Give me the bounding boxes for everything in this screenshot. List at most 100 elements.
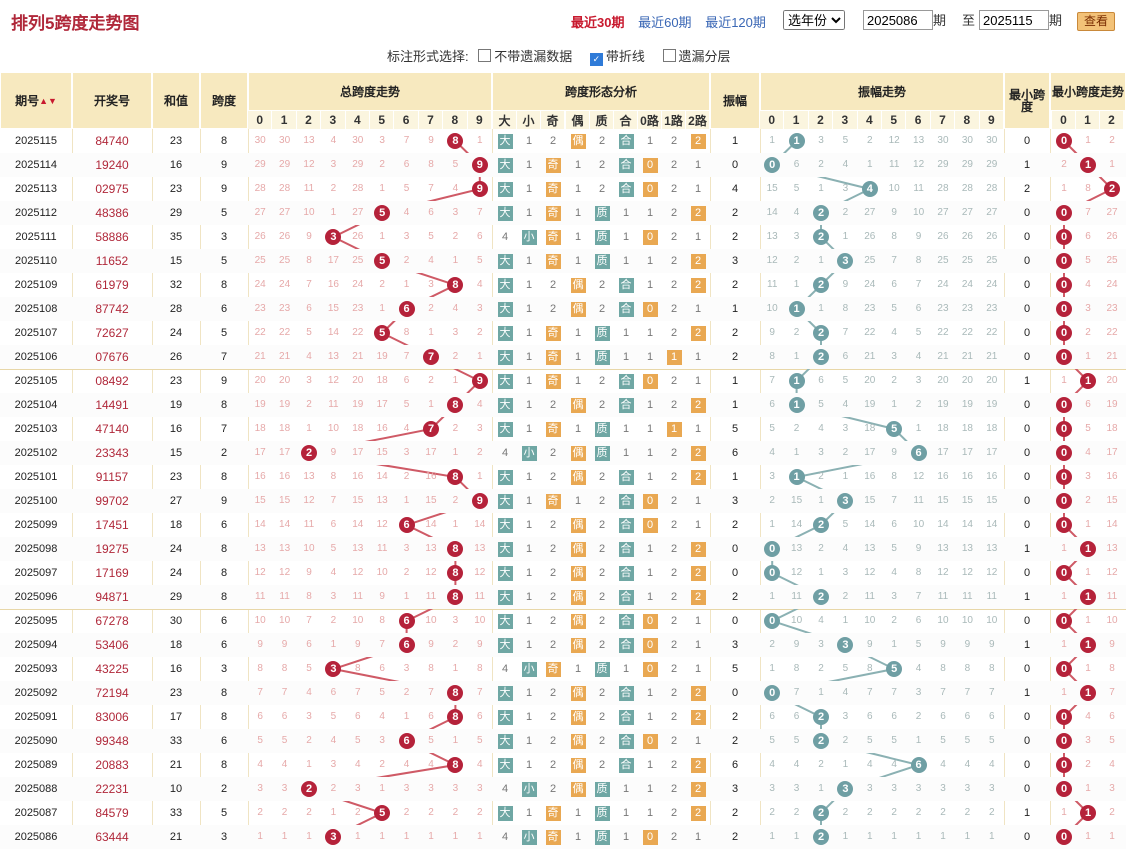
shape-tag: 质	[594, 830, 610, 845]
amp-miss-cell: 6	[915, 303, 922, 314]
shape-cell: 大	[493, 153, 517, 177]
min-span-ball: 0	[1056, 733, 1072, 749]
span-miss-cell: 12	[352, 567, 364, 578]
amp-miss-cell: 7	[891, 255, 897, 266]
year-select[interactable]: 选年份	[783, 10, 845, 30]
amp-miss-cell: 12	[986, 567, 998, 578]
checkbox-layered[interactable]	[662, 49, 676, 62]
sort-icon[interactable]: ▲▼	[39, 95, 57, 106]
shape-cell: 2	[686, 801, 710, 825]
shape-tag: 小	[521, 662, 537, 677]
shape-cell: 1	[694, 735, 702, 747]
amp-digit-header: 0	[760, 111, 785, 129]
tab-recent-120[interactable]: 最近120期	[705, 15, 766, 30]
query-button[interactable]: 查看	[1077, 12, 1115, 31]
shape-cell: 1	[646, 567, 654, 579]
col-span: 跨度	[200, 72, 248, 129]
draw-number-cell: 99348	[95, 734, 129, 748]
min-span-cell: 0	[1023, 711, 1031, 723]
tab-recent-60[interactable]: 最近60期	[638, 15, 692, 30]
shape-cell: 奇	[541, 321, 565, 345]
shape-tag: 小	[521, 830, 537, 845]
option-layered[interactable]: 遗漏分层	[657, 49, 731, 64]
shape-cell: 1	[574, 807, 582, 819]
shape-tag: 1	[666, 350, 682, 365]
shape-tag: 大	[497, 470, 513, 485]
span-cell: 8	[220, 471, 228, 483]
span-miss-cell: 4	[452, 183, 459, 194]
min-span-ball: 0	[1056, 349, 1072, 365]
table-row: 2025102 23343 15 2 17 17 2 9 17 15 3 17 1 2 4 小 2 偶质 1 1 2 2 6…	[0, 441, 1126, 465]
shape-cell: 1	[694, 183, 702, 195]
shape-header: 奇	[541, 111, 565, 129]
amp-miss-cell: 7	[769, 375, 775, 386]
amp-ball: 1	[788, 301, 805, 317]
span-miss-cell: 12	[303, 159, 315, 170]
option-no-missing[interactable]: 不带遗漏数据	[472, 49, 572, 64]
span-miss-cell: 2	[452, 231, 459, 242]
period-cell: 2025102	[14, 447, 58, 459]
checkbox-no-missing[interactable]	[478, 49, 492, 62]
amp-digit-header: 6	[906, 111, 931, 129]
shape-tag: 2	[690, 782, 706, 797]
amp-miss-cell: 8	[867, 663, 873, 674]
amp-miss-cell: 14	[766, 207, 778, 218]
shape-tag: 大	[497, 350, 513, 365]
span-miss-cell: 18	[254, 423, 266, 434]
shape-tag: 2	[690, 446, 706, 461]
draw-number-cell: 07676	[95, 350, 129, 364]
amp-miss-cell: 12	[913, 471, 925, 482]
min-span-ball: 0	[1056, 253, 1072, 269]
min-span-cell: 0	[1023, 471, 1031, 483]
period-to-input[interactable]	[979, 10, 1049, 30]
amp-miss-cell: 5	[915, 639, 922, 650]
table-row: 2025087 84579 33 5 2 2 2 1 2 5 2 2 2 2 大 1 奇 1 质 1 1 2 2 2 2 2 2 2 2…	[0, 801, 1126, 825]
span-miss-cell: 2	[452, 807, 459, 818]
shape-cell: 2	[598, 687, 606, 699]
min-span-miss-cell: 5	[1109, 735, 1115, 746]
span-miss-cell: 6	[403, 375, 410, 386]
span-miss-cell: 19	[352, 399, 364, 410]
col-period[interactable]: 期号 ▲▼	[0, 72, 72, 129]
amp-miss-cell: 2	[793, 327, 800, 338]
span-miss-cell: 2	[452, 495, 459, 506]
period-from-input[interactable]	[863, 10, 933, 30]
min-span-cell: 0	[1023, 615, 1031, 627]
min-span-miss-cell: 26	[1106, 231, 1118, 242]
min-span-ball: 1	[1080, 157, 1096, 173]
span-miss-cell: 5	[355, 735, 361, 746]
shape-cell: 合	[614, 177, 638, 201]
min-span-miss-cell: 18	[1106, 423, 1118, 434]
min-span-miss-cell: 23	[1106, 303, 1118, 314]
shape-tag: 偶	[570, 134, 586, 149]
min-span-miss-cell: 14	[1106, 519, 1118, 530]
annotation-options: 标注形式选择: 不带遗漏数据 ✓ 带折线 遗漏分层	[387, 46, 739, 66]
shape-cell: 大	[493, 633, 517, 657]
option-polyline[interactable]: ✓ 带折线	[584, 49, 645, 66]
span-miss-cell: 15	[376, 447, 388, 458]
sum-cell: 23	[169, 375, 183, 387]
shape-cell: 0	[638, 609, 662, 633]
amp-miss-cell: 3	[842, 711, 849, 722]
amp-miss-cell: 11	[937, 591, 949, 602]
shape-cell: 1	[574, 231, 582, 243]
span-miss-cell: 14	[425, 519, 437, 530]
span-miss-cell: 12	[425, 567, 437, 578]
shape-cell: 质	[590, 345, 614, 369]
amp-miss-cell: 24	[986, 279, 998, 290]
shape-cell: 2	[670, 783, 678, 795]
span-miss-cell: 1	[306, 423, 312, 434]
min-span-miss-cell: 2	[1109, 135, 1115, 146]
shape-tag: 大	[497, 710, 513, 725]
amp-miss-cell: 5	[793, 735, 800, 746]
shape-cell: 2	[670, 303, 678, 315]
col-amp-trend: 振幅走势	[760, 72, 1004, 111]
shape-cell: 1	[646, 327, 654, 339]
tab-recent-30[interactable]: 最近30期	[571, 15, 625, 30]
draw-number-cell: 17169	[95, 566, 129, 580]
min-span-cell: 0	[1023, 495, 1031, 507]
checkbox-polyline[interactable]: ✓	[589, 53, 603, 66]
amp-miss-cell: 5	[769, 423, 775, 434]
shape-cell: 1	[646, 447, 654, 459]
amp-ball: 1	[788, 373, 805, 389]
